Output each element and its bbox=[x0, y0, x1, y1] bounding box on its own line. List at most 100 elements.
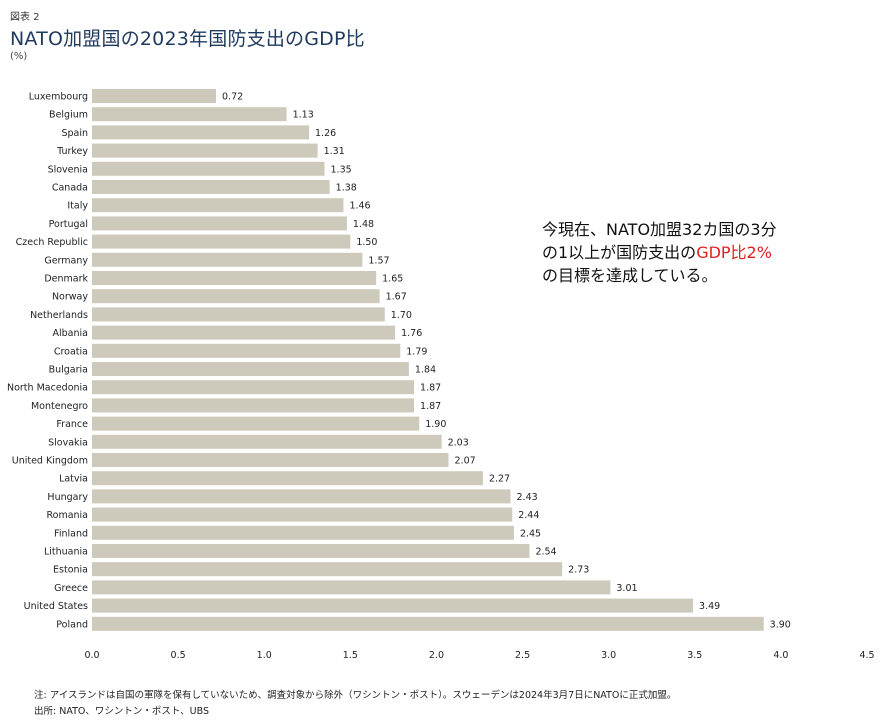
category-label: Germany bbox=[44, 255, 88, 266]
figure-label: 図表 2 bbox=[10, 12, 40, 23]
bar bbox=[92, 343, 401, 358]
bar bbox=[92, 307, 385, 322]
value-label: 3.90 bbox=[770, 619, 791, 630]
value-label: 1.65 bbox=[382, 274, 403, 285]
x-tick-label: 2.5 bbox=[515, 650, 530, 661]
category-label: Spain bbox=[61, 128, 88, 139]
bar bbox=[92, 598, 694, 613]
category-label: Albania bbox=[53, 328, 88, 339]
bar bbox=[92, 562, 563, 577]
value-label: 2.03 bbox=[448, 437, 469, 448]
bar bbox=[92, 434, 442, 449]
bar bbox=[92, 271, 377, 285]
bar bbox=[92, 453, 449, 467]
category-label: Slovakia bbox=[48, 437, 88, 448]
category-label: Estonia bbox=[53, 565, 88, 576]
value-label: 1.57 bbox=[368, 255, 389, 266]
callout-highlight: GDP比2% bbox=[696, 243, 772, 262]
value-label: 2.07 bbox=[455, 456, 476, 467]
category-label: Netherlands bbox=[30, 310, 88, 321]
category-label: Greece bbox=[54, 583, 88, 594]
source-note: 出所: NATO、ワシントン・ポスト、UBS bbox=[34, 706, 210, 717]
value-label: 1.35 bbox=[331, 164, 352, 175]
value-label: 1.38 bbox=[336, 183, 357, 194]
x-tick-label: 4.0 bbox=[773, 650, 788, 661]
value-label: 1.87 bbox=[420, 401, 441, 412]
callout-line-3: の目標を達成している。 bbox=[542, 266, 718, 285]
value-label: 2.54 bbox=[535, 547, 556, 558]
bar bbox=[92, 234, 351, 249]
bar bbox=[92, 198, 344, 213]
value-label: 2.43 bbox=[517, 492, 538, 503]
category-label: Romania bbox=[46, 510, 88, 521]
category-label: Slovenia bbox=[48, 164, 88, 175]
value-label: 1.90 bbox=[425, 419, 446, 430]
bar bbox=[92, 325, 396, 340]
category-label: Bulgaria bbox=[49, 365, 88, 376]
bar bbox=[92, 161, 325, 176]
x-tick-label: 2.0 bbox=[429, 650, 444, 661]
category-label: North Macedonia bbox=[7, 383, 88, 394]
value-label: 3.01 bbox=[616, 583, 637, 594]
category-label: Latvia bbox=[59, 474, 88, 485]
bar bbox=[92, 616, 764, 631]
category-label: Montenegro bbox=[31, 401, 88, 412]
bar bbox=[92, 143, 318, 158]
x-tick-label: 1.0 bbox=[257, 650, 272, 661]
x-tick-label: 0.0 bbox=[84, 650, 99, 661]
value-label: 1.46 bbox=[349, 201, 370, 212]
bar bbox=[92, 380, 415, 395]
value-label: 0.72 bbox=[222, 92, 243, 103]
bar bbox=[92, 289, 380, 304]
x-tick-label: 3.5 bbox=[687, 650, 702, 661]
value-label: 1.79 bbox=[406, 346, 427, 357]
category-label: Italy bbox=[67, 201, 88, 212]
callout-text: 今現在、NATO加盟32カ国の3分 の1以上が国防支出のGDP比2% の目標を達… bbox=[542, 218, 842, 287]
category-label: Czech Republic bbox=[16, 237, 88, 248]
category-label: Denmark bbox=[44, 274, 88, 285]
bar bbox=[92, 507, 513, 522]
bar bbox=[92, 416, 420, 431]
value-label: 1.76 bbox=[401, 328, 422, 339]
category-label: Luxembourg bbox=[29, 92, 88, 103]
callout-line-2-text: の1以上が国防支出の bbox=[542, 243, 697, 262]
callout-line-2: の1以上が国防支出のGDP比2% bbox=[542, 241, 842, 264]
category-label: Hungary bbox=[47, 492, 88, 503]
bar bbox=[92, 489, 511, 504]
category-label: United States bbox=[24, 601, 88, 612]
unit-label: (%) bbox=[10, 51, 28, 62]
callout-line-1: 今現在、NATO加盟32カ国の3分 bbox=[542, 220, 777, 239]
bar bbox=[92, 471, 483, 486]
bar bbox=[92, 362, 409, 376]
x-tick-label: 1.5 bbox=[343, 650, 358, 661]
category-label: Poland bbox=[56, 619, 88, 630]
value-label: 2.73 bbox=[568, 565, 589, 576]
value-label: 1.13 bbox=[293, 110, 314, 121]
bar bbox=[92, 216, 347, 231]
value-label: 1.50 bbox=[356, 237, 377, 248]
bar bbox=[92, 89, 216, 103]
value-label: 1.67 bbox=[386, 292, 407, 303]
category-label: Norway bbox=[52, 292, 88, 303]
category-label: Portugal bbox=[49, 219, 88, 230]
value-label: 1.48 bbox=[353, 219, 374, 230]
chart-title: NATO加盟国の2023年国防支出のGDP比 bbox=[10, 28, 365, 50]
value-label: 1.31 bbox=[324, 146, 345, 157]
value-label: 2.45 bbox=[520, 528, 541, 539]
bar bbox=[92, 125, 309, 140]
category-label: Turkey bbox=[56, 146, 88, 157]
category-label: United Kingdom bbox=[12, 456, 88, 467]
x-tick-label: 3.0 bbox=[601, 650, 616, 661]
bar bbox=[92, 580, 611, 595]
bar bbox=[92, 525, 514, 540]
value-label: 1.70 bbox=[391, 310, 412, 321]
x-tick-label: 4.5 bbox=[859, 650, 874, 661]
bar bbox=[92, 180, 330, 194]
category-label: Croatia bbox=[54, 346, 88, 357]
category-label: Canada bbox=[52, 183, 88, 194]
value-label: 1.26 bbox=[315, 128, 336, 139]
bar bbox=[92, 107, 287, 122]
bar bbox=[92, 544, 530, 558]
bar bbox=[92, 398, 415, 413]
